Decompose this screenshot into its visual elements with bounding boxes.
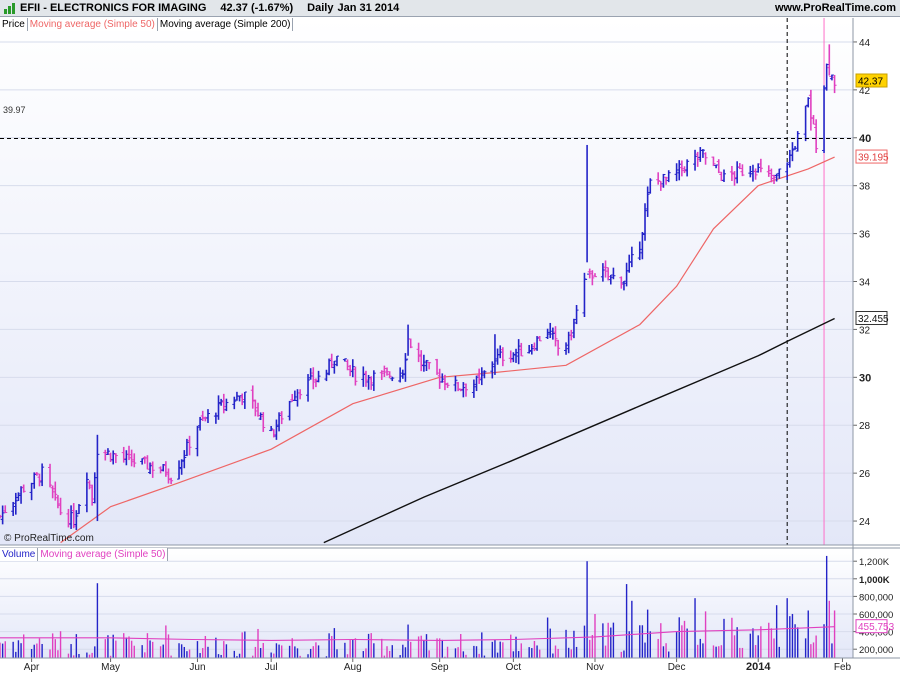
legend-volume-ma[interactable]: Moving average (Simple 50) [38, 548, 169, 561]
time-tick-label: Oct [506, 662, 522, 673]
legend-ma50[interactable]: Moving average (Simple 50) [27, 18, 158, 31]
time-tick-label: 2014 [746, 661, 771, 673]
price-tick-label: 32 [859, 325, 871, 336]
date-label: Jan 31 2014 [337, 2, 400, 14]
quote-change: 42.37 (-1.67%) [220, 2, 294, 14]
price-tag: 42.37 [858, 77, 883, 88]
ma50-tag-box [855, 149, 888, 164]
volume-ma-tag-box [855, 619, 888, 634]
hline-label: 39.97 [3, 105, 26, 115]
legend-volume[interactable]: Volume [0, 548, 39, 561]
ma50-line[interactable] [60, 156, 835, 544]
legend-price[interactable]: Price [0, 18, 28, 31]
price-tick-label: 42 [859, 86, 871, 97]
time-tick-label: Jun [189, 662, 205, 673]
ma50-tag: 39.195 [858, 153, 889, 164]
symbol-title: EFII - ELECTRONICS FOR IMAGING [20, 2, 207, 14]
time-tick-label: Dec [668, 662, 686, 673]
price-tick-label: 44 [859, 38, 871, 49]
volume-tick-label: 800,000 [859, 592, 893, 603]
volume-tick-label: 600,000 [859, 610, 893, 621]
time-tick-label: Feb [834, 662, 852, 673]
price-tick-label: 26 [859, 469, 871, 480]
legend-ma200[interactable]: Moving average (Simple 200) [157, 18, 294, 31]
price-axis-background [853, 18, 900, 545]
period-label: Daily [307, 2, 334, 14]
price-legend: Price Moving average (Simple 50) Moving … [0, 18, 294, 31]
source-link[interactable]: www.ProRealTime.com [774, 2, 896, 14]
price-tick-label: 24 [859, 517, 871, 528]
time-tick-label: May [101, 662, 120, 673]
price-tick-label: 36 [859, 230, 871, 241]
ma200-tag-box [855, 311, 888, 326]
time-tick-label: Nov [586, 662, 604, 673]
price-tag-box [855, 73, 888, 88]
time-tick-label: Apr [24, 662, 40, 673]
volume-legend: Volume Moving average (Simple 50) [0, 548, 169, 561]
price-tick-label: 30 [859, 372, 871, 384]
price-tick-label: 38 [859, 182, 871, 193]
time-tick-label: Jul [265, 662, 278, 673]
watermark: © ProRealTime.com [4, 533, 94, 544]
ma200-tag: 32.455 [858, 314, 889, 325]
time-tick-label: Aug [344, 662, 362, 673]
title-bar: EFII - ELECTRONICS FOR IMAGING 42.37 (-1… [0, 0, 900, 17]
volume-ma-line[interactable] [0, 626, 835, 641]
volume-ma-tag: 455,753 [858, 622, 895, 633]
price-tick-label: 40 [859, 133, 871, 145]
chart-logo-icon [4, 2, 16, 14]
ma200-line[interactable] [323, 317, 835, 544]
volume-tick-label: 200,000 [859, 645, 893, 656]
time-tick-label: Sep [431, 662, 449, 673]
volume-tick-label: 1,000K [859, 575, 890, 586]
price-tick-label: 28 [859, 421, 871, 432]
price-tick-label: 34 [859, 278, 871, 289]
volume-tick-label: 1,200K [859, 557, 890, 568]
volume-axis-background [853, 548, 900, 658]
